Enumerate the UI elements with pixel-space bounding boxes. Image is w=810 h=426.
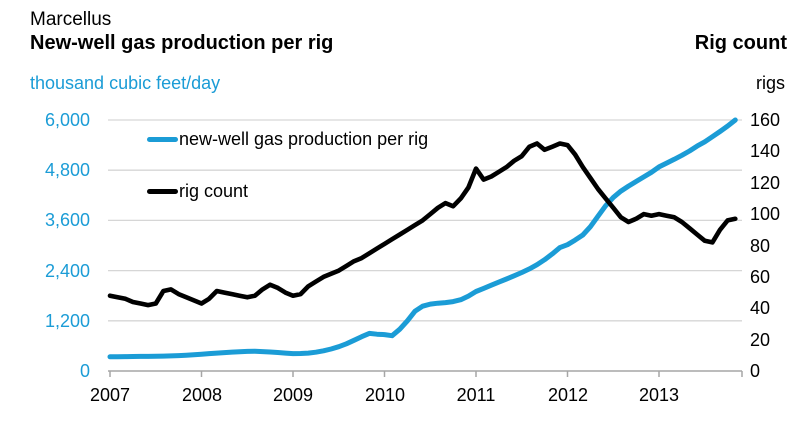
x-tick-label: 2012 — [547, 385, 589, 405]
y-left-tick-label: 6,000 — [44, 110, 90, 130]
y-right-tick-label: 140 — [750, 141, 781, 161]
legend-label-production: new-well gas production per rig — [179, 128, 429, 149]
rig-count-line — [107, 141, 738, 308]
y-right-tick-label: 120 — [750, 173, 781, 193]
y-left-tick-label: 2,400 — [44, 261, 90, 281]
legend-item-production: new-well gas production per rig — [147, 128, 428, 150]
x-tick-label: 2008 — [181, 385, 223, 405]
x-tick-label: 2011 — [456, 385, 496, 405]
legend-label-rig-count: rig count — [179, 180, 249, 201]
y-right-tick-label: 20 — [750, 330, 771, 350]
region-title: Marcellus — [30, 9, 112, 30]
y-left-tick-label: 0 — [79, 361, 90, 381]
left-axis-title: New-well gas production per rig — [30, 32, 334, 54]
y-right-tick-label: 60 — [750, 267, 771, 287]
y-right-tick-label: 40 — [750, 298, 771, 318]
x-tick-label: 2013 — [638, 385, 680, 405]
y-right-tick-label: 80 — [750, 236, 771, 256]
y-right-tick-label: 160 — [750, 110, 781, 130]
x-tick-label: 2009 — [272, 385, 314, 405]
left-axis-unit-label: thousand cubic feet/day — [30, 73, 221, 93]
production-line-swatch — [147, 136, 178, 142]
x-tick-label: 2010 — [364, 385, 406, 405]
y-left-tick-label: 3,600 — [44, 210, 90, 230]
production-line — [107, 117, 738, 360]
x-tick-label: 2007 — [89, 385, 131, 405]
right-axis-unit-label: rigs — [755, 73, 785, 93]
y-right-tick-label: 0 — [750, 361, 761, 381]
y-right-tick-label: 100 — [750, 204, 781, 224]
rig-count-line-swatch — [147, 188, 178, 194]
right-axis-title: Rig count — [694, 32, 787, 54]
y-left-tick-label: 1,200 — [44, 311, 90, 331]
y-left-tick-label: 4,800 — [44, 160, 90, 180]
legend-item-rig-count: rig count — [147, 180, 428, 202]
legend: new-well gas production per rig rig coun… — [147, 128, 428, 232]
